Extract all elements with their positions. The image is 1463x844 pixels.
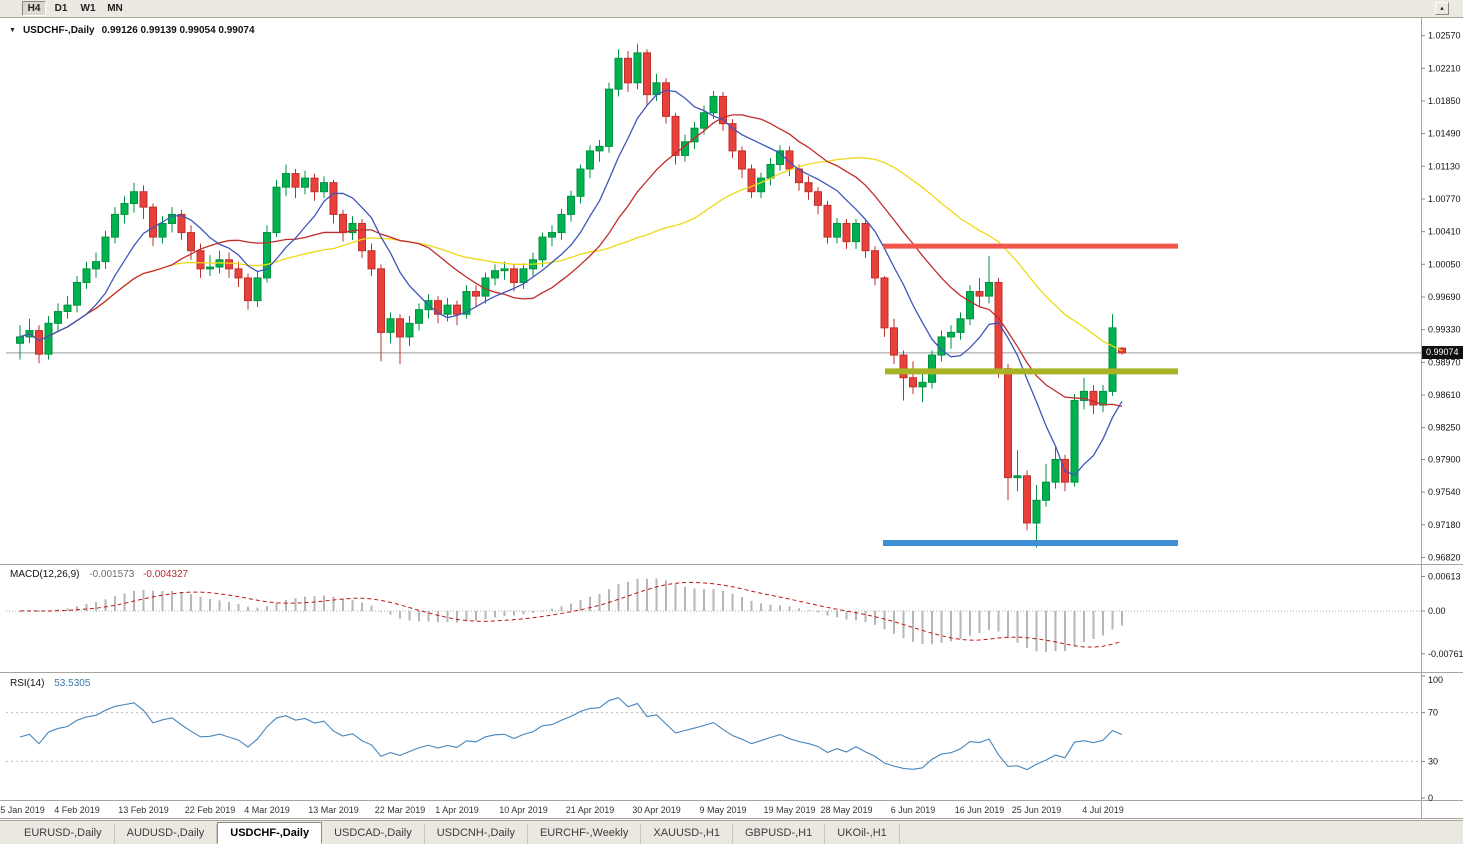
- timeframe-button-d1[interactable]: D1: [54, 3, 68, 14]
- svg-text:1.01490: 1.01490: [1428, 129, 1461, 139]
- timeframe-button-h4[interactable]: H4: [22, 1, 46, 16]
- tab-gbpusd-h1[interactable]: GBPUSD-,H1: [733, 824, 826, 844]
- rsi-pane: 100 70 30 0: [6, 675, 1443, 803]
- svg-text:0.99330: 0.99330: [1428, 325, 1461, 335]
- collapse-triangle-icon[interactable]: ▼: [9, 27, 16, 34]
- svg-text:1.00410: 1.00410: [1428, 227, 1461, 237]
- macd-pane: 0.00613 0.00 -0.00761: [6, 572, 1463, 659]
- tab-usdcad-daily[interactable]: USDCAD-,Daily: [322, 824, 425, 844]
- rsi-value: 53.5305: [54, 678, 91, 689]
- svg-text:4 Mar 2019: 4 Mar 2019: [244, 805, 290, 815]
- svg-text:0.97540: 0.97540: [1428, 487, 1461, 497]
- rsi-name: RSI(14): [10, 678, 45, 689]
- svg-text:28 May 2019: 28 May 2019: [820, 805, 872, 815]
- tab-ukoil-h1[interactable]: UKOil-,H1: [825, 824, 900, 844]
- svg-text:1.02570: 1.02570: [1428, 31, 1461, 41]
- tab-usdcnh-daily[interactable]: USDCNH-,Daily: [425, 824, 528, 844]
- timeframe-button-mn[interactable]: MN: [107, 3, 123, 14]
- svg-text:0.98250: 0.98250: [1428, 423, 1461, 433]
- svg-text:100: 100: [1428, 675, 1443, 685]
- svg-text:-0.00761: -0.00761: [1428, 649, 1463, 659]
- svg-text:6 Jun 2019: 6 Jun 2019: [891, 805, 936, 815]
- svg-text:25 Jan 2019: 25 Jan 2019: [0, 805, 45, 815]
- up-triangle-icon: ▴: [1440, 4, 1444, 12]
- chart-ohlc-values: 0.99126 0.99139 0.99054 0.99074: [101, 25, 255, 36]
- svg-text:4 Jul 2019: 4 Jul 2019: [1082, 805, 1124, 815]
- macd-main-value: -0.001573: [89, 569, 135, 580]
- macd-signal-value: -0.004327: [143, 569, 189, 580]
- svg-text:13 Mar 2019: 13 Mar 2019: [308, 805, 359, 815]
- svg-text:1 Apr 2019: 1 Apr 2019: [435, 805, 479, 815]
- chart-symbol-label: USDCHF-,Daily: [22, 25, 95, 36]
- svg-text:1.01850: 1.01850: [1428, 96, 1461, 106]
- macd-name: MACD(12,26,9): [10, 569, 80, 580]
- level-lines-layer: [883, 243, 1178, 546]
- candles-layer: [16, 43, 1126, 548]
- svg-text:0.97180: 0.97180: [1428, 520, 1461, 530]
- toolbar-more-button[interactable]: ▴: [1435, 2, 1449, 15]
- timeframe-button-w1[interactable]: W1: [80, 3, 96, 14]
- svg-text:0.97900: 0.97900: [1428, 454, 1461, 464]
- svg-text:10 Apr 2019: 10 Apr 2019: [499, 805, 548, 815]
- date-axis: 25 Jan 2019 4 Feb 2019 13 Feb 2019 22 Feb 2…: [0, 805, 1124, 815]
- timeframe-toolbar: H4 D1 W1 MN ▴: [0, 0, 1463, 18]
- svg-text:9 May 2019: 9 May 2019: [699, 805, 746, 815]
- price-scale: 1.02570 1.02210 1.01850 1.01490 1.01130 1.007…: [1421, 31, 1461, 562]
- svg-text:21 Apr 2019: 21 Apr 2019: [566, 805, 615, 815]
- svg-text:1.02210: 1.02210: [1428, 63, 1461, 73]
- svg-text:70: 70: [1428, 708, 1438, 718]
- svg-text:22 Mar 2019: 22 Mar 2019: [375, 805, 426, 815]
- svg-text:16 Jun 2019: 16 Jun 2019: [955, 805, 1005, 815]
- svg-text:0.00613: 0.00613: [1428, 572, 1461, 582]
- svg-text:0.98970: 0.98970: [1428, 357, 1461, 367]
- current-price-label: 0.99074: [1422, 346, 1463, 360]
- svg-text:30: 30: [1428, 756, 1438, 766]
- svg-text:0.98610: 0.98610: [1428, 390, 1461, 400]
- svg-text:1.01130: 1.01130: [1428, 161, 1460, 171]
- svg-text:0: 0: [1428, 793, 1433, 803]
- svg-text:25 Jun 2019: 25 Jun 2019: [1012, 805, 1062, 815]
- moving-averages-layer: [19, 89, 1123, 476]
- svg-text:19 May 2019: 19 May 2019: [763, 805, 815, 815]
- tab-usdchf-daily[interactable]: USDCHF-,Daily: [217, 822, 323, 844]
- svg-text:1.00050: 1.00050: [1428, 259, 1461, 269]
- svg-text:22 Feb 2019: 22 Feb 2019: [185, 805, 236, 815]
- rsi-label: RSI(14) 53.5305: [10, 678, 90, 689]
- tab-eurchf-weekly[interactable]: EURCHF-,Weekly: [528, 824, 642, 844]
- chart-tab-bar: EURUSD-,Daily AUDUSD-,Daily USDCHF-,Daily U…: [0, 820, 1463, 844]
- svg-text:1.00770: 1.00770: [1428, 194, 1461, 204]
- chart-title: ▼ USDCHF-,Daily 0.99126 0.99139 0.99054 …: [9, 25, 255, 36]
- svg-text:0.99690: 0.99690: [1428, 292, 1461, 302]
- macd-label: MACD(12,26,9) -0.001573 -0.004327: [10, 569, 188, 580]
- svg-text:30 Apr 2019: 30 Apr 2019: [632, 805, 681, 815]
- svg-text:13 Feb 2019: 13 Feb 2019: [118, 805, 169, 815]
- svg-text:4 Feb 2019: 4 Feb 2019: [54, 805, 100, 815]
- tab-xauusd-h1[interactable]: XAUUSD-,H1: [641, 824, 733, 844]
- timeframe-button-group: H4 D1 W1 MN: [22, 1, 127, 16]
- tab-audusd-daily[interactable]: AUDUSD-,Daily: [115, 824, 218, 844]
- svg-text:0.00: 0.00: [1428, 606, 1446, 616]
- svg-text:0.96820: 0.96820: [1428, 552, 1461, 562]
- tab-eurusd-daily[interactable]: EURUSD-,Daily: [12, 824, 115, 844]
